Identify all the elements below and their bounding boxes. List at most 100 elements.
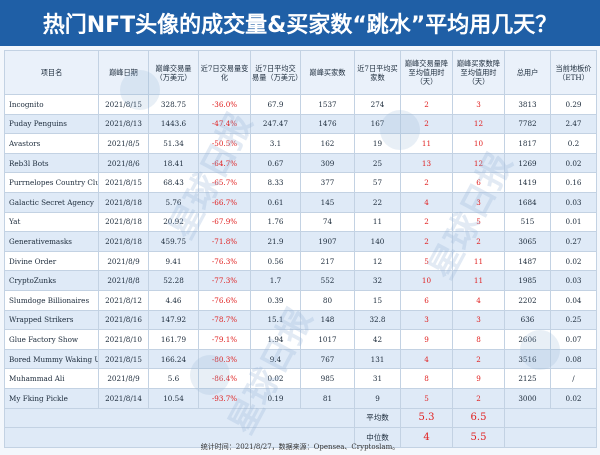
floor-price-cell: 0.02 [550,250,597,272]
project-name-cell: Puday Penguins [4,113,99,135]
buyer-days-cell: 12 [452,152,505,174]
project-name-cell: Wrapped Strikers [4,309,99,331]
peak-date-cell: 2021/8/15 [98,348,149,370]
peak-buyers-cell: 162 [300,133,355,154]
avg-volume-cell: 0.67 [250,152,301,174]
peak-buyers-cell: 80 [300,289,355,311]
avg-buyers-cell: 19 [354,133,401,154]
floor-price-cell: 0.04 [550,289,597,311]
peak-date-cell: 2021/8/13 [98,113,149,135]
avg-buyers-cell: 274 [354,94,401,115]
median-buyer-days: 5.5 [452,427,505,448]
footer-note: 统计时间：2021/8/27，数据来源：Opensea、Cryptoslam。 [200,443,400,451]
table-row: Galactic Secret Agency 2021/8/18 5.76 -66.7… [4,191,597,213]
avg-volume-cell: 67.9 [250,94,301,115]
project-name-cell: Divine Order [4,250,99,272]
table-row: Avastors 2021/8/5 51.34 -50.5% 3.1 162 19 11 10 1… [4,133,597,154]
buyer-days-cell: 10 [452,133,505,154]
buyer-days-cell: 2 [452,231,505,252]
peak-date-cell: 2021/8/15 [98,172,149,193]
volume-days-cell: 2 [400,113,453,135]
buyer-days-cell: 3 [452,94,505,115]
total-users-cell: 636 [504,309,551,331]
volume-days-cell: 10 [400,270,453,291]
volume-change-cell: -71.8% [198,231,251,252]
average-volume-days: 5.3 [400,407,453,429]
table-row: Wrapped Strikers 2021/8/16 147.92 -78.7% 15.… [4,309,597,331]
peak-volume-cell: 9.41 [148,250,199,272]
floor-price-cell: 0.2 [550,133,597,154]
avg-buyers-cell: 9 [354,387,401,409]
table-row: Bored Mummy Waking Up 2021/8/15 166.24 -80.… [4,348,597,370]
peak-buyers-cell: 552 [300,270,355,291]
table-row: Glue Factory Show 2021/8/10 161.79 -79.1% 1.… [4,329,597,350]
header-cell: 总用户 [504,50,551,95]
median-row: 中位数 4 5.5 [4,427,597,448]
buyer-days-cell: 9 [452,368,505,389]
project-name-cell: CryptoZunks [4,270,99,291]
avg-volume-cell: 0.61 [250,191,301,213]
project-name-cell: Generativemasks [4,231,99,252]
avg-buyers-cell: 12 [354,250,401,272]
avg-buyers-cell: 11 [354,211,401,233]
header-cell: 巅峰买家数 [300,50,355,95]
avg-volume-cell: 8.33 [250,172,301,193]
avg-buyers-cell: 57 [354,172,401,193]
median-volume-days: 4 [400,427,453,448]
floor-price-cell: 0.01 [550,211,597,233]
buyer-days-cell: 2 [452,348,505,370]
project-name-cell: Glue Factory Show [4,329,99,350]
volume-days-cell: 13 [400,152,453,174]
avg-volume-cell: 9.4 [250,348,301,370]
peak-buyers-cell: 985 [300,368,355,389]
buyer-days-cell: 5 [452,211,505,233]
total-users-cell: 3516 [504,348,551,370]
avg-volume-cell: 21.9 [250,231,301,252]
median-label: 中位数 [354,427,401,448]
peak-volume-cell: 161.79 [148,329,199,350]
total-users-cell: 1817 [504,133,551,154]
total-users-cell: 3065 [504,231,551,252]
project-name-cell: Incognito [4,94,99,115]
peak-buyers-cell: 1017 [300,329,355,350]
floor-price-cell: 0.07 [550,329,597,350]
floor-price-cell: 0.02 [550,152,597,174]
volume-days-cell: 4 [400,191,453,213]
volume-change-cell: -64.7% [198,152,251,174]
buyer-days-cell: 8 [452,329,505,350]
table-row: Slumdoge Billionaires 2021/8/12 4.46 -76.6%… [4,289,597,311]
total-users-cell: 3813 [504,94,551,115]
volume-change-cell: -67.9% [198,211,251,233]
peak-date-cell: 2021/8/16 [98,309,149,331]
peak-buyers-cell: 148 [300,309,355,331]
peak-date-cell: 2021/8/18 [98,211,149,233]
total-users-cell: 3000 [504,387,551,409]
volume-change-cell: -65.7% [198,172,251,193]
avg-volume-cell: 0.39 [250,289,301,311]
peak-volume-cell: 459.75 [148,231,199,252]
volume-days-cell: 2 [400,172,453,193]
total-users-cell: 2202 [504,289,551,311]
table-row: Generativemasks 2021/8/18 459.75 -71.8% 21.9… [4,231,597,252]
data-table: 项目名 巅峰日期 巅峰交易量（万美元） 近7日交易量变化 近7日平均交易量（万美… [4,50,597,448]
peak-buyers-cell: 1537 [300,94,355,115]
peak-buyers-cell: 377 [300,172,355,193]
avg-volume-cell: 1.7 [250,270,301,291]
peak-date-cell: 2021/8/14 [98,387,149,409]
floor-price-cell: 0.03 [550,191,597,213]
avg-buyers-cell: 22 [354,191,401,213]
header-cell: 近7日交易量变化 [198,50,251,95]
volume-change-cell: -78.7% [198,309,251,331]
table-row: Muhammad Ali 2021/8/9 5.6 -86.4% 0.02 985 31 8 9… [4,368,597,389]
peak-volume-cell: 4.46 [148,289,199,311]
avg-buyers-cell: 15 [354,289,401,311]
volume-change-cell: -36.0% [198,94,251,115]
total-users-cell: 1985 [504,270,551,291]
total-users-cell: 2125 [504,368,551,389]
header-cell: 巅峰交易量（万美元） [148,50,199,95]
peak-buyers-cell: 74 [300,211,355,233]
avg-volume-cell: 0.19 [250,387,301,409]
volume-change-cell: -66.7% [198,191,251,213]
header-cell: 巅峰日期 [98,50,149,95]
buyer-days-cell: 4 [452,289,505,311]
